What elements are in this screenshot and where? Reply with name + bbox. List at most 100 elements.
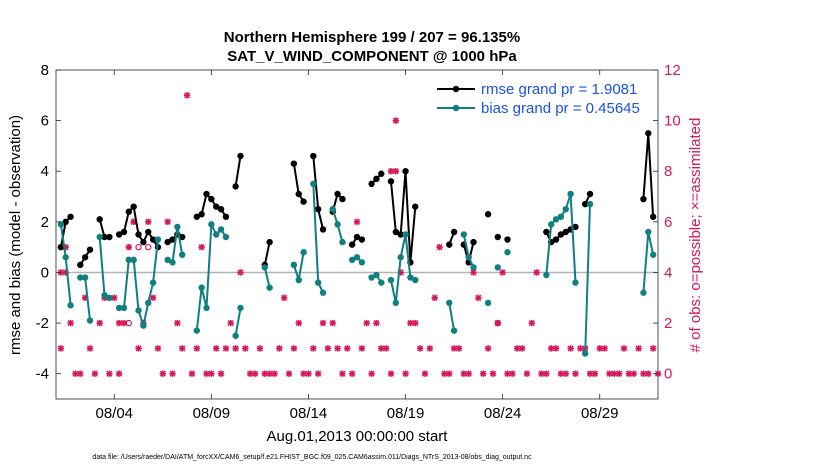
obs-possible-marker (135, 243, 142, 251)
obs-assimilated-marker-d2 (116, 320, 123, 327)
bias-point (261, 264, 268, 271)
x-tick-label: 08/24 (484, 405, 522, 422)
bias-point (562, 205, 569, 213)
rmse-point (368, 180, 375, 188)
bias-point (179, 251, 186, 258)
obs-assimilated-marker-d2 (504, 370, 511, 377)
obs-assimilated-marker (358, 345, 366, 352)
obs-assimilated-marker-d2 (586, 370, 594, 377)
obs-assimilated-marker-d2 (67, 320, 74, 327)
obs-assimilated-marker-d2 (460, 370, 467, 377)
obs-assimilated-marker (67, 319, 74, 327)
bias-point (149, 279, 157, 286)
legend-label-rmse: rmse grand pr = 1.9081 (481, 81, 637, 98)
bias-point (266, 284, 273, 291)
rmse-point (217, 205, 225, 213)
bias-line (234, 307, 242, 336)
rmse-point (101, 233, 108, 241)
obs-assimilated-marker-d2 (198, 244, 205, 251)
obs-assimilated-marker (586, 370, 594, 377)
bias-point (208, 221, 215, 228)
rmse-point (193, 213, 200, 220)
rmse-line (234, 155, 242, 187)
obs-assimilated-marker (305, 370, 312, 377)
obs-assimilated-marker-d2 (271, 370, 278, 377)
rmse-point (120, 228, 128, 236)
obs-assimilated-marker-d2 (310, 345, 317, 352)
bias-point (145, 299, 152, 307)
obs-assimilated-marker-d2 (266, 370, 273, 377)
rmse-point (149, 236, 157, 243)
obs-assimilated-marker-d2 (232, 345, 239, 352)
obs-assimilated-marker-d2 (630, 370, 637, 377)
obs-assimilated-marker-d2 (577, 345, 584, 352)
rmse-point (397, 231, 404, 238)
obs-assimilated-marker-d2 (218, 370, 225, 377)
obs-assimilated-marker-d2 (57, 345, 64, 352)
obs-assimilated-marker-d2 (300, 370, 307, 377)
obs-assimilated-marker-d2 (222, 345, 229, 352)
obs-assimilated-marker (382, 345, 390, 352)
bias-point (314, 279, 322, 286)
obs-assimilated-marker (596, 345, 603, 352)
rmse-point (140, 238, 147, 246)
bias-point (57, 221, 65, 228)
obs-assimilated-marker-d2 (489, 370, 496, 377)
rmse-point (450, 228, 458, 236)
rmse-point (213, 203, 220, 210)
bias-point (213, 231, 220, 238)
y-tick-label: -2 (36, 315, 49, 332)
rmse-line (263, 241, 271, 266)
obs-assimilated-marker (538, 370, 545, 377)
obs-assimilated-marker-d2 (193, 345, 200, 352)
bias-point (222, 233, 230, 241)
bias-point (300, 249, 307, 256)
obs-assimilated-marker (640, 370, 647, 377)
obs-assimilated-marker (217, 370, 225, 377)
obs-possible-marker (494, 319, 501, 327)
obs-assimilated-marker (620, 345, 628, 352)
obs-assimilated-marker-d2 (290, 345, 297, 352)
obs-assimilated-marker (324, 345, 332, 352)
obs-assimilated-marker-d2 (441, 370, 448, 377)
obs-assimilated-marker-d2 (242, 345, 249, 352)
bias-point (402, 231, 409, 238)
obs-assimilated-marker (378, 345, 385, 352)
obs-assimilated-marker (577, 345, 584, 352)
obs-assimilated-marker-d2 (421, 370, 429, 377)
obs-assimilated-marker (436, 243, 443, 251)
obs-assimilated-marker (416, 345, 424, 352)
bias-point (465, 254, 472, 261)
chart-subtitle: SAT_V_WIND_COMPONENT @ 1000 hPa (227, 48, 517, 65)
rmse-point (106, 233, 113, 241)
bias-point (193, 327, 200, 334)
chart-marks (56, 92, 662, 377)
y2-tick-label: 12 (664, 62, 681, 79)
bias-point (154, 236, 162, 243)
rmse-point (237, 152, 244, 160)
obs-assimilated-marker (183, 92, 191, 99)
rmse-point (164, 238, 171, 246)
legend-marker-bias (452, 104, 460, 112)
obs-assimilated-marker-d2 (557, 370, 564, 377)
bias-point (232, 332, 239, 339)
obs-assimilated-marker (625, 370, 633, 377)
obs-assimilated-marker-d2 (436, 244, 443, 251)
obs-assimilated-marker (484, 345, 492, 352)
obs-assimilated-marker-d2 (606, 370, 613, 377)
obs-assimilated-marker-d2 (208, 370, 215, 377)
obs-assimilated-marker (179, 345, 186, 352)
obs-assimilated-marker-d2 (548, 345, 555, 352)
obs-assimilated-marker-d2 (402, 370, 409, 377)
bias-point (387, 276, 395, 284)
bias-point (198, 284, 205, 291)
bias-point (86, 317, 94, 324)
rmse-point (77, 261, 84, 269)
x-tick-label: 08/14 (290, 405, 328, 422)
obs-assimilated-marker (276, 345, 283, 352)
x-tick-label: 08/19 (387, 405, 425, 422)
rmse-point (392, 228, 400, 236)
obs-assimilated-marker-d2 (392, 168, 399, 175)
obs-assimilated-marker (203, 370, 210, 377)
